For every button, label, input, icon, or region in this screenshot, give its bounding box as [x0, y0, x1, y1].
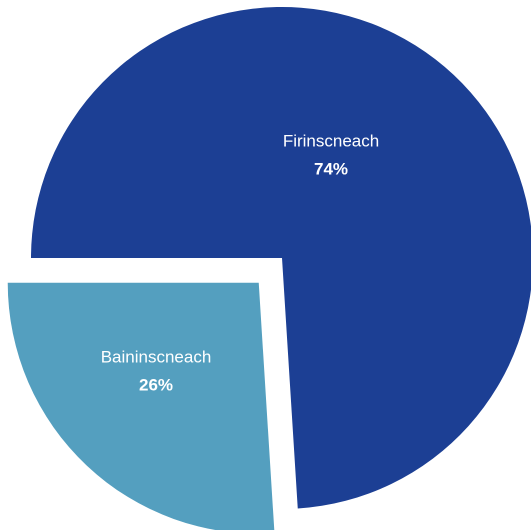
slice-value-label: 26%: [139, 375, 173, 394]
pie-slice: [31, 7, 531, 509]
pie-slice: [7, 282, 275, 530]
slice-value-label: 74%: [314, 159, 348, 178]
slice-label: Firinscneach: [283, 131, 379, 150]
slice-label: Baininscneach: [101, 347, 212, 366]
